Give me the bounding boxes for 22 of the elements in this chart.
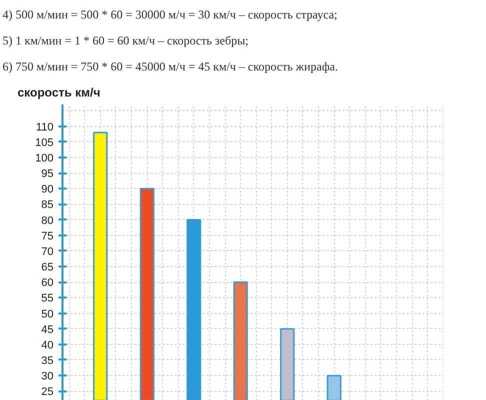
y-tick-label: 65 — [41, 262, 54, 274]
y-tick-label: 95 — [41, 168, 54, 180]
y-tick-label: 55 — [41, 292, 54, 305]
y-tick-label: 100 — [35, 152, 54, 164]
text: 6) 750 м/мин = 750 * 60 = 45000 м/ч = 45 км/ч – скорость жирафа. — [2, 60, 338, 74]
y-tick-label: 35 — [41, 354, 54, 367]
y-tick-label: 25 — [41, 386, 54, 398]
y-tick-label: 75 — [41, 230, 54, 242]
y-tick-label: 110 — [36, 121, 54, 134]
y-tick-label: 85 — [41, 199, 54, 212]
y-tick-label: 60 — [41, 277, 54, 290]
y-tick-label: 50 — [41, 308, 54, 320]
y-tick-label: 105 — [35, 136, 54, 149]
y-tick-label: 45 — [41, 324, 54, 336]
text: 4) 500 м/мин = 500 * 60 = 30000 м/ч = 30 км/ч – скорость страуса; — [2, 8, 338, 22]
y-tick-label: 70 — [41, 246, 54, 258]
text: 5) 1 км/мин = 1 * 60 = 60 км/ч – скорость зебры; — [2, 34, 248, 48]
y-tick-label: 30 — [41, 370, 54, 383]
y-tick-label: 80 — [41, 214, 54, 227]
y-tick-label: 90 — [41, 184, 54, 196]
y-tick-label: 40 — [41, 339, 54, 352]
y-axis-title: скорость км/ч — [18, 86, 100, 100]
